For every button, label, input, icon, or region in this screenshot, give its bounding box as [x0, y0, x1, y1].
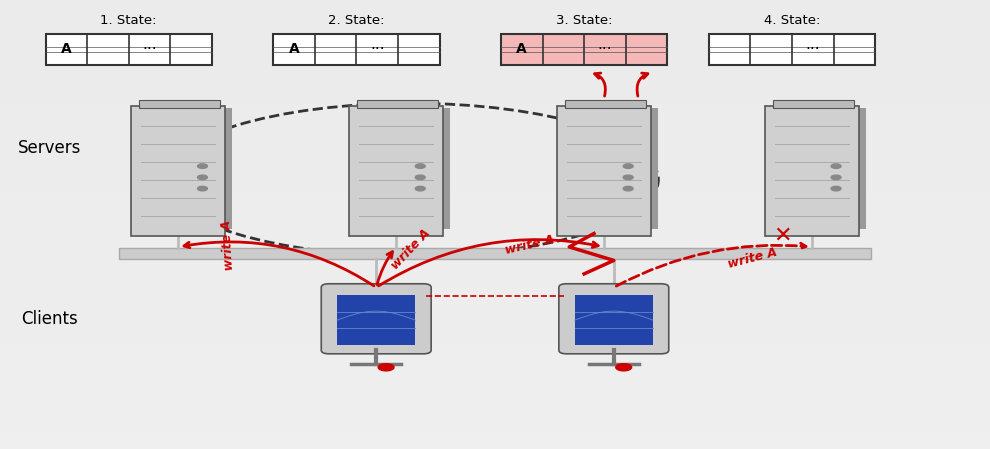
Text: A: A	[289, 42, 299, 57]
Text: ···: ···	[143, 42, 156, 57]
Text: ···: ···	[598, 42, 612, 57]
Circle shape	[624, 186, 634, 191]
FancyBboxPatch shape	[574, 295, 653, 345]
Circle shape	[616, 364, 632, 371]
FancyBboxPatch shape	[357, 100, 439, 108]
Text: 2. State:: 2. State:	[328, 14, 385, 27]
Circle shape	[831, 175, 842, 180]
Circle shape	[831, 186, 842, 191]
FancyBboxPatch shape	[139, 100, 220, 108]
Circle shape	[831, 164, 842, 168]
Text: 1. State:: 1. State:	[100, 14, 157, 27]
Circle shape	[197, 175, 208, 180]
Text: write A: write A	[220, 219, 236, 270]
FancyBboxPatch shape	[772, 100, 853, 108]
FancyBboxPatch shape	[853, 108, 865, 229]
FancyBboxPatch shape	[556, 106, 651, 236]
Text: write A: write A	[504, 233, 555, 257]
FancyBboxPatch shape	[564, 100, 645, 108]
FancyBboxPatch shape	[501, 34, 667, 65]
Circle shape	[197, 164, 208, 168]
FancyBboxPatch shape	[119, 248, 871, 259]
Text: write A: write A	[727, 246, 778, 271]
FancyBboxPatch shape	[337, 295, 416, 345]
Text: Servers: Servers	[18, 139, 81, 157]
Circle shape	[197, 186, 208, 191]
Circle shape	[416, 164, 426, 168]
Text: A: A	[61, 42, 71, 57]
Circle shape	[416, 186, 426, 191]
Circle shape	[416, 175, 426, 180]
Text: A: A	[517, 42, 527, 57]
Text: ···: ···	[806, 42, 820, 57]
FancyBboxPatch shape	[764, 106, 858, 236]
Circle shape	[378, 364, 394, 371]
Text: write A: write A	[389, 226, 433, 272]
Text: 3. State:: 3. State:	[555, 14, 613, 27]
FancyBboxPatch shape	[645, 108, 657, 229]
Circle shape	[624, 175, 634, 180]
Circle shape	[624, 164, 634, 168]
FancyBboxPatch shape	[321, 284, 432, 354]
FancyBboxPatch shape	[709, 34, 875, 65]
Text: ···: ···	[370, 42, 384, 57]
FancyBboxPatch shape	[273, 34, 440, 65]
Text: Clients: Clients	[21, 310, 78, 328]
FancyBboxPatch shape	[558, 284, 669, 354]
FancyBboxPatch shape	[349, 106, 444, 236]
Text: ✕: ✕	[773, 226, 791, 246]
FancyBboxPatch shape	[131, 106, 226, 236]
FancyBboxPatch shape	[220, 108, 232, 229]
FancyBboxPatch shape	[46, 34, 212, 65]
FancyBboxPatch shape	[438, 108, 449, 229]
Text: 4. State:: 4. State:	[764, 14, 820, 27]
